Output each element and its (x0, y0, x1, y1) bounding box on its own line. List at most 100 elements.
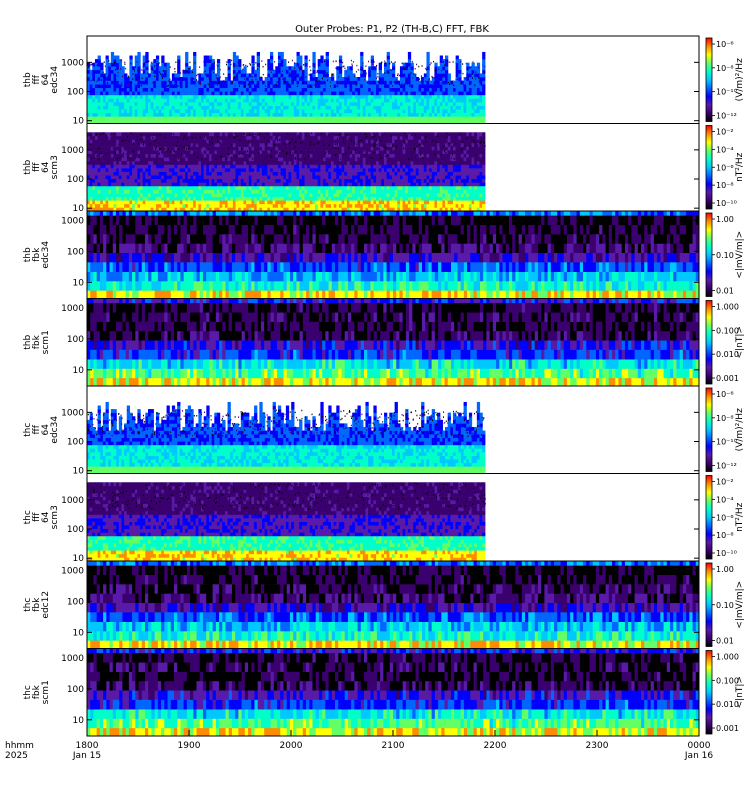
colorbar-tick-label: 0.010 (716, 350, 739, 359)
y-axis-label: fff (32, 512, 42, 522)
y-axis-label: thc (23, 510, 33, 524)
colorbar-tick-label: 10⁻¹² (716, 112, 737, 121)
colorbar-tick-label: 1.000 (716, 303, 739, 312)
y-tick-label: 1000 (61, 146, 84, 156)
colorbar-label: <|mV/m|> (735, 231, 745, 279)
y-tick-label: 10 (73, 716, 85, 726)
spectrogram-image (87, 648, 699, 736)
x-tick-sublabel: Jan 15 (72, 751, 101, 761)
spectrogram-image (87, 123, 699, 211)
colorbar-tick-label: 10⁻⁸ (716, 414, 734, 423)
colorbar-tick-label: 10⁻⁶ (716, 163, 734, 172)
y-axis-label: 64 (41, 511, 51, 523)
y-tick-label: 10 (73, 554, 85, 564)
x-tick-sublabel: Jan 16 (684, 751, 713, 761)
colorbar (705, 387, 713, 472)
x-tick-label: 0000 (688, 741, 711, 751)
spectrogram-image (87, 36, 699, 124)
y-tick-label: 1000 (61, 566, 84, 576)
y-axis-label: edc34 (50, 66, 60, 94)
colorbar-label: (V/m)²/Hz (735, 408, 745, 451)
colorbar-tick-label: 10⁻⁶ (716, 513, 734, 522)
colorbar-label: nT²/Hz (735, 152, 745, 182)
y-axis-label: scm3 (50, 155, 60, 179)
x-tick-label: 2100 (382, 741, 405, 751)
y-tick-label: 1000 (61, 496, 84, 506)
y-tick-label: 1000 (61, 304, 84, 314)
colorbar-tick-label: 10⁻¹⁰ (716, 199, 737, 208)
y-tick-label: 100 (67, 175, 84, 185)
x-axis-label: hhmm (5, 741, 34, 751)
spectrogram-image (87, 298, 699, 386)
y-tick-label: 10 (73, 366, 85, 376)
panel-thc-fff-64-edc34: 1000 100 10 thc fff 64 edc34 10⁻⁶ 10⁻⁸ 10⁻¹⁰ 10⁻¹²… (23, 385, 745, 477)
y-tick-label: 100 (67, 597, 84, 607)
y-axis-label: fff (32, 162, 42, 172)
panel-thb-fbk-scm1: 1000 100 10 thb fbk scm1 1.000 0.100 0.010 0.001 <… (23, 298, 745, 387)
colorbar-tick-label: 10⁻¹⁰ (716, 549, 737, 558)
panel-thb-fbk-edc34: 1000 100 10 thb fbk edc34 1.00 0.10 0.01<|mV/m|> (23, 210, 745, 299)
spectrogram-image (87, 211, 699, 299)
colorbar (705, 212, 713, 297)
panel-thb-fff-64-edc34: 1000 100 10 thb fff 64 edc34 10⁻⁶ 10⁻⁸ 10⁻¹⁰ 10⁻¹²… (23, 35, 745, 127)
x-tick-label: 1800 (76, 741, 99, 751)
y-tick-label: 1000 (61, 58, 84, 68)
colorbar-tick-label: 0.001 (716, 724, 739, 733)
y-axis-label: scm3 (50, 505, 60, 529)
colorbar-tick-label: 10⁻⁸ (716, 181, 734, 190)
y-tick-label: 100 (67, 247, 84, 257)
x-tick-label: 2300 (586, 741, 609, 751)
colorbar (705, 650, 713, 735)
y-axis-label: thc (23, 598, 33, 612)
y-axis-label: fbk (32, 247, 42, 262)
chart-title: Outer Probes: P1, P2 (TH-B,C) FFT, FBK (295, 24, 489, 35)
colorbar-label: nT²/Hz (735, 502, 745, 532)
colorbar-tick-label: 0.10 (716, 251, 734, 260)
y-axis-label: thb (23, 334, 33, 349)
spectrogram-image (87, 473, 699, 561)
y-axis-label: edc34 (41, 241, 51, 269)
colorbar-tick-label: 0.01 (716, 287, 734, 296)
y-axis-label: thc (23, 685, 33, 699)
y-axis-label: scm1 (41, 330, 51, 354)
colorbar-tick-label: 0.01 (716, 637, 734, 646)
colorbar (705, 125, 713, 210)
y-axis-label: 64 (41, 424, 51, 436)
colorbar-label: (V/m)²/Hz (735, 58, 745, 101)
y-axis-label: thb (23, 247, 33, 262)
colorbar-tick-label: 0.001 (716, 374, 739, 383)
x-tick-label: 2200 (484, 741, 507, 751)
y-tick-label: 1000 (61, 216, 84, 226)
colorbar-tick-label: 10⁻¹² (716, 462, 737, 471)
colorbar-tick-label: 0.100 (716, 676, 739, 685)
y-tick-label: 100 (67, 335, 84, 345)
colorbar-label: <|nT|> (735, 326, 745, 358)
y-axis-label: 64 (41, 74, 51, 86)
colorbar-tick-label: 10⁻⁴ (716, 145, 734, 154)
y-axis-label: thb (23, 72, 33, 87)
colorbar-tick-label: 0.010 (716, 700, 739, 709)
colorbar-tick-label: 10⁻⁸ (716, 531, 734, 540)
colorbar-tick-label: 1.00 (716, 215, 734, 224)
colorbar (705, 475, 713, 560)
y-tick-label: 100 (67, 525, 84, 535)
panel-thc-fff-64-scm3: 1000 100 10 thc fff 64 scm3 10⁻² 10⁻⁴ 10⁻⁶ 10⁻⁸ 10⁻… (23, 473, 745, 564)
colorbar-tick-label: 10⁻⁶ (716, 390, 734, 399)
spectrogram-image (87, 561, 699, 649)
y-axis-label: thc (23, 423, 33, 437)
colorbar-tick-label: 10⁻⁶ (716, 40, 734, 49)
y-axis-label: fbk (32, 597, 42, 612)
colorbar (705, 562, 713, 647)
y-axis-label: fbk (32, 334, 42, 349)
colorbar-tick-label: 10⁻⁴ (716, 495, 734, 504)
panel-thc-fbk-edc12: 1000 100 10 thc fbk edc12 1.00 0.10 0.01<|mV/m|> (23, 560, 745, 649)
y-tick-label: 100 (67, 685, 84, 695)
spectrogram-image (87, 386, 699, 474)
colorbar-tick-label: 1.00 (716, 565, 734, 574)
panel-thc-fbk-scm1: 1000 100 10 thc fbk scm1 1.000 0.100 0.010 0.001 <… (23, 648, 745, 737)
y-axis-label: edc34 (50, 416, 60, 444)
colorbar-tick-label: 10⁻² (716, 478, 734, 487)
panel-thb-fff-64-scm3: 1000 100 10 thb fff 64 scm3 10⁻² 10⁻⁴ 10⁻⁶ 10⁻⁸ 10⁻… (23, 123, 745, 214)
